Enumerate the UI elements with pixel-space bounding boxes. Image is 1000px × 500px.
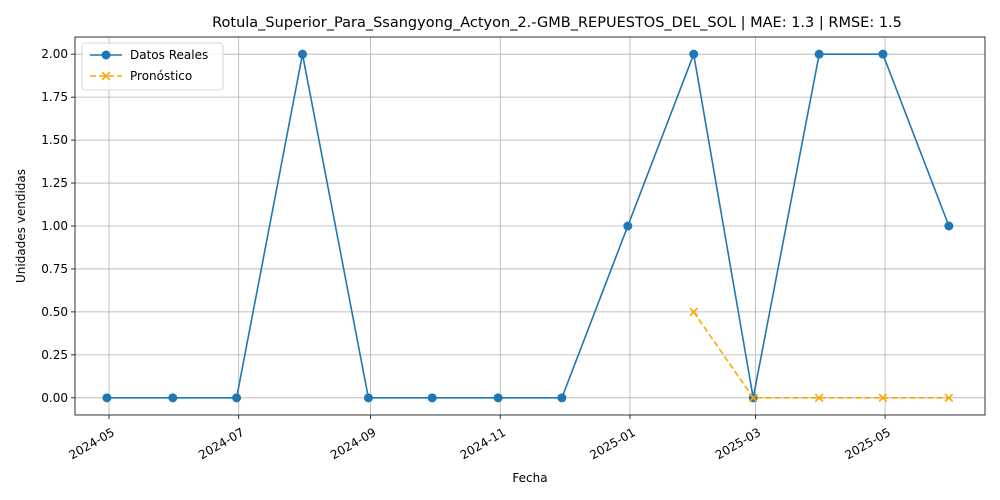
series-layer xyxy=(102,49,954,403)
x-tick-label: 2025-05 xyxy=(843,425,893,462)
data-point xyxy=(623,221,633,231)
data-point xyxy=(493,393,503,403)
series-line xyxy=(106,51,950,399)
x-tick-label: 2024-11 xyxy=(458,425,508,462)
y-tick-label: 1.50 xyxy=(41,133,68,147)
legend-label: Pronóstico xyxy=(130,69,192,83)
x-axis-title: Fecha xyxy=(512,471,547,485)
y-tick-label: 0.00 xyxy=(41,391,68,405)
data-point xyxy=(102,393,112,403)
y-tick-label: 0.50 xyxy=(41,305,68,319)
x-tick-label: 2024-05 xyxy=(66,425,116,462)
legend-marker xyxy=(101,71,111,81)
x-axis: 2024-05 2024-07 2024-09 2024-11 2025-01 2025-… xyxy=(66,415,893,462)
y-tick-label: 0.25 xyxy=(41,348,68,362)
legend: Datos Reales Pronóstico xyxy=(81,42,224,91)
data-point xyxy=(944,393,954,403)
legend-marker xyxy=(101,50,111,60)
data-point xyxy=(814,49,824,59)
data-point xyxy=(814,393,824,403)
data-point xyxy=(232,393,242,403)
y-tick-label: 0.75 xyxy=(41,262,68,276)
y-tick-label: 1.75 xyxy=(41,90,68,104)
data-point xyxy=(689,307,699,317)
legend-label: Datos Reales xyxy=(130,48,208,62)
data-point xyxy=(878,393,888,403)
data-point xyxy=(427,393,437,403)
series-pronostico xyxy=(689,307,954,403)
y-axis: 0.00 0.25 0.50 0.75 1.00 1.25 1.50 1.75 2.00 xyxy=(41,47,75,405)
x-tick-label: 2025-03 xyxy=(713,425,763,462)
y-axis-title: Unidades vendidas xyxy=(14,169,28,283)
y-tick-label: 2.00 xyxy=(41,47,68,61)
x-tick-label: 2024-07 xyxy=(196,425,246,462)
y-tick-label: 1.00 xyxy=(41,219,68,233)
data-point xyxy=(748,393,758,403)
data-point xyxy=(168,393,178,403)
series-line xyxy=(693,311,949,399)
x-tick-label: 2024-09 xyxy=(328,425,378,462)
data-point xyxy=(944,221,954,231)
series-datos-reales xyxy=(102,49,954,403)
grid-lines xyxy=(75,37,985,415)
chart-title: Rotula_Superior_Para_Ssangyong_Actyon_2.… xyxy=(212,15,902,31)
y-tick-label: 1.25 xyxy=(41,176,68,190)
data-point xyxy=(689,49,699,59)
data-point xyxy=(557,393,567,403)
data-point xyxy=(878,49,888,59)
x-tick-label: 2025-01 xyxy=(587,425,637,462)
data-point xyxy=(298,49,307,59)
data-point xyxy=(363,393,373,403)
